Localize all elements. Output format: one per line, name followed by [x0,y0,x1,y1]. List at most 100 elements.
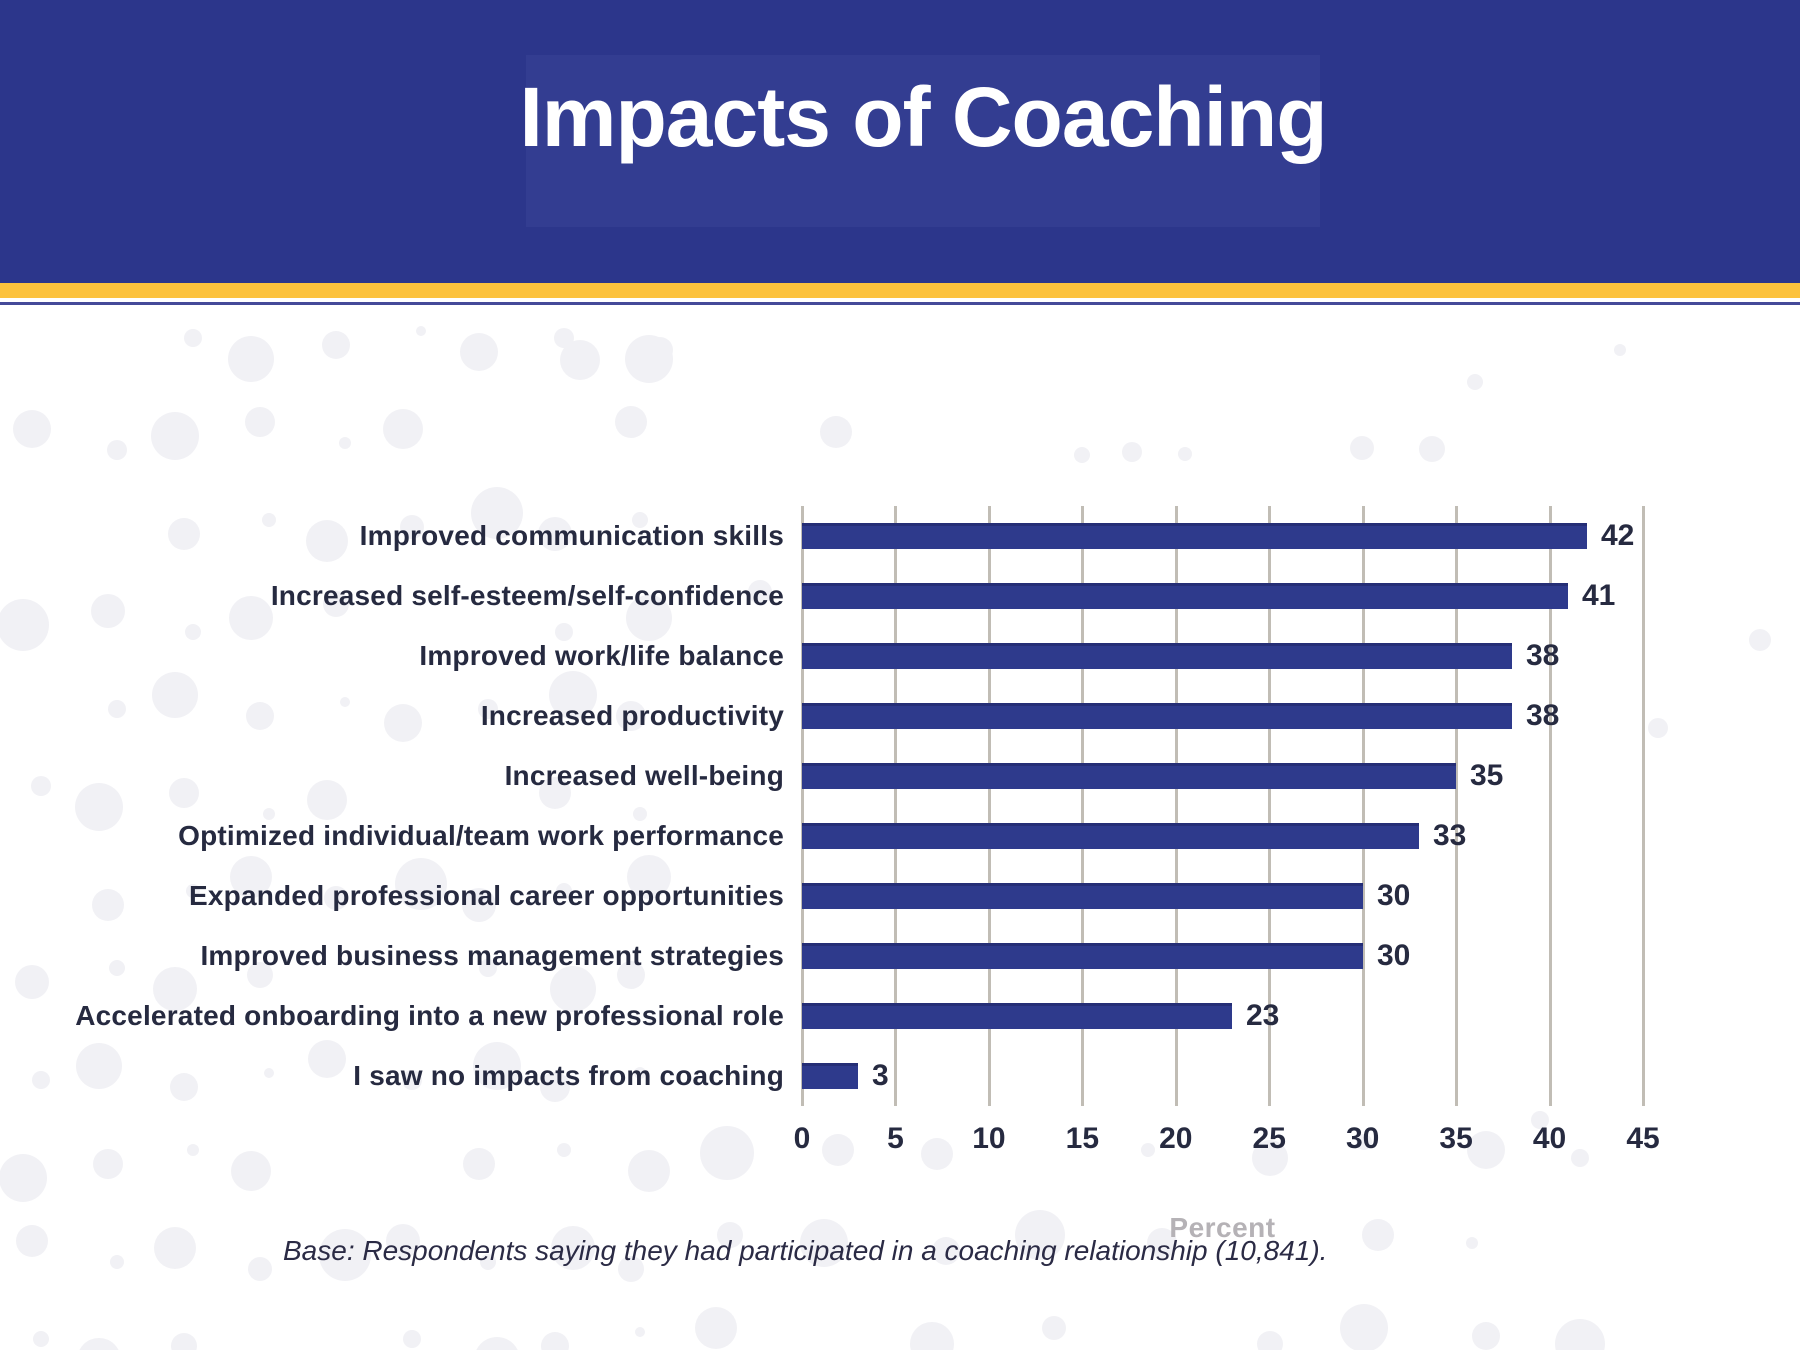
decorative-dot [308,1040,346,1078]
category-label: Expanded professional career opportuniti… [189,880,784,911]
decorative-dot [307,780,347,820]
axis-tick-label: 0 [793,1122,811,1155]
category-label: I saw no impacts from coaching [353,1060,784,1091]
decorative-dot [538,517,572,551]
decorative-dot [1340,1304,1388,1350]
decorative-dot [1466,1237,1478,1249]
bar-track: 42 [802,506,1643,566]
value-label: 35 [1470,759,1504,792]
value-label: 23 [1246,999,1280,1032]
decorative-dot [339,437,351,449]
decorative-dot [1350,436,1374,460]
chart-row: Increased self-esteem/self-confidence 41 [0,566,1800,626]
decorative-dot [1362,1219,1394,1251]
gridline [1548,506,1552,1106]
footnote: Base: Respondents saying they had partic… [283,1235,1328,1266]
decorative-dot [1015,1210,1065,1260]
decorative-dot [152,672,198,718]
decorative-dot [76,1043,122,1089]
decorative-dot [170,1073,198,1101]
decorative-dot [1467,374,1483,390]
chart-row: Increased productivity 38 [0,686,1800,746]
decorative-dot [476,1337,518,1350]
chart-row: Improved business management strategies 3… [0,926,1800,986]
decorative-dot [695,1307,737,1349]
decorative-dot [110,1255,124,1269]
decorative-dot [13,410,51,448]
decorative-dot [921,1138,953,1170]
gridline [1174,506,1178,1106]
decorative-dot [91,594,125,628]
bar [802,883,1363,909]
bar-track: 30 [802,926,1643,986]
decorative-dot [633,807,647,821]
decorative-dot [185,624,201,640]
bar [802,583,1569,609]
decorative-dot [245,407,275,437]
decorative-dot [247,962,273,988]
decorative-dot [171,1333,197,1350]
bar-track: 3 [802,1046,1643,1106]
decorative-dot [635,1327,645,1337]
gridline [1268,506,1272,1106]
decorative-dot [910,1322,954,1350]
decorative-dot [1555,1319,1605,1350]
gridline [894,506,898,1106]
decorative-dot [324,886,348,910]
decorative-dot [541,1332,569,1350]
decorative-dot [1531,1111,1549,1129]
decorative-dot [627,855,671,899]
category-label: Increased well-being [504,760,784,791]
bar [802,703,1513,729]
x-axis-title: Percent [1169,1212,1276,1243]
gridline [1361,506,1365,1106]
value-label: 30 [1377,879,1411,912]
decorative-dot [1614,344,1626,356]
decorative-dot [109,960,125,976]
decorative-dot [416,326,426,336]
decorative-dot [550,966,596,1012]
axis-tick-label: 5 [887,1122,904,1155]
page-title: Impacts of Coaching [519,70,1327,164]
decorative-dot [632,512,648,528]
decorative-dot [400,515,424,539]
decorative-dot [168,518,200,550]
decorative-dot [395,858,447,910]
axis-tick-label: 10 [972,1122,1006,1155]
decorative-dot [473,1042,521,1090]
decorative-dot [460,333,498,371]
decorative-dot [16,1225,48,1257]
bar-track: 38 [802,626,1643,686]
decorative-dot [615,406,647,438]
decorative-dot [1074,447,1090,463]
value-label: 38 [1526,639,1560,672]
decorative-dot [932,1237,960,1265]
decorative-dot [340,697,350,707]
title-highlight-box: Impacts of Coaching [519,55,1328,227]
decorative-dot [822,1134,854,1166]
decorative-dot [384,704,422,742]
decorative-dot [386,1224,420,1258]
decorative-dot [462,888,496,922]
decorative-dot [169,778,199,808]
decorative-dot [1178,447,1192,461]
decorative-dot [31,776,51,796]
gridline [1455,506,1459,1106]
decorative-dot [402,1070,422,1090]
decorative-dot [557,1143,571,1157]
decorative-dot [554,328,574,348]
decorative-dot [322,331,350,359]
decorative-dot [15,965,49,999]
bar [802,643,1513,669]
decorative-dot [108,700,126,718]
decorative-dot [1467,1131,1505,1169]
value-label: 30 [1377,939,1411,972]
decorative-dot [556,883,572,899]
decorative-dot [634,1067,646,1079]
decorative-dot [228,336,274,382]
axis-tick-label: 45 [1626,1122,1660,1155]
decorative-dot [93,1149,123,1179]
axis-tick-label: 25 [1252,1122,1286,1155]
gold-divider [0,283,1800,298]
